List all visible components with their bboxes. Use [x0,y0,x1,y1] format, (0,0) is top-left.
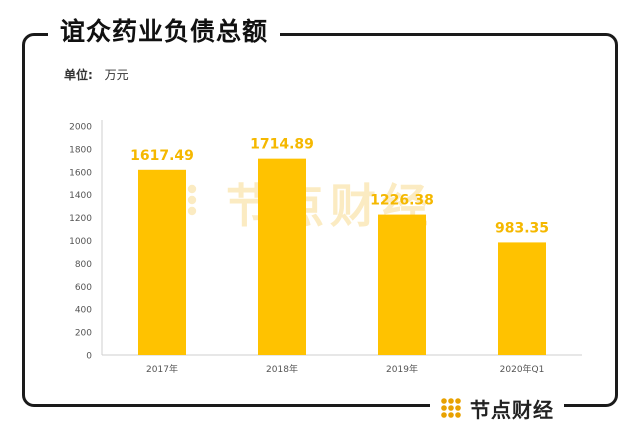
bar-value-label: 1226.38 [370,193,434,209]
y-tick-label: 2000 [69,123,92,133]
brand-logo-dot [441,412,447,418]
brand-logo-icon [441,398,461,418]
bar-value-label: 1714.89 [250,137,314,153]
unit-caption: 单位: 万元 [64,66,129,83]
unit-value: 万元 [104,68,129,82]
chart-title: 谊众药业负债总额 [48,14,281,50]
x-tick-label: 2019年 [386,363,418,375]
footer-brand-text: 节点财经 [470,397,554,422]
bar [138,169,186,355]
bar-value-label: 1617.49 [130,148,194,164]
y-tick-label: 800 [75,260,92,270]
y-tick-label: 1800 [69,145,92,155]
footer-brand: 节点财经 [430,394,564,422]
brand-logo-dot [448,412,454,418]
bar [258,158,306,355]
bar-value-label: 983.35 [495,220,549,236]
y-tick-label: 600 [75,283,92,293]
y-tick-label: 0 [86,352,92,362]
bar [498,242,546,355]
watermark-logo-dot [187,195,197,205]
brand-logo-dot [455,412,461,418]
y-tick-label: 1000 [69,237,92,247]
x-tick-label: 2018年 [266,363,298,375]
watermark-logo-dot [187,206,197,216]
x-tick-label: 2017年 [146,363,178,375]
brand-logo-dot [455,398,461,404]
x-tick-label: 2020年Q1 [500,363,545,375]
bar [378,214,426,355]
brand-logo-dot [441,405,447,411]
y-tick-label: 200 [75,329,92,339]
watermark-logo-dot [187,184,197,194]
y-tick-label: 1400 [69,191,92,201]
brand-logo-dot [455,405,461,411]
y-tick-label: 1600 [69,168,92,178]
brand-logo-dot [448,398,454,404]
brand-logo-dot [441,398,447,404]
brand-logo-dot [448,405,454,411]
chart-frame [22,33,618,407]
unit-label: 单位: [64,68,93,82]
y-tick-label: 400 [75,306,92,316]
y-tick-label: 1200 [69,214,92,224]
